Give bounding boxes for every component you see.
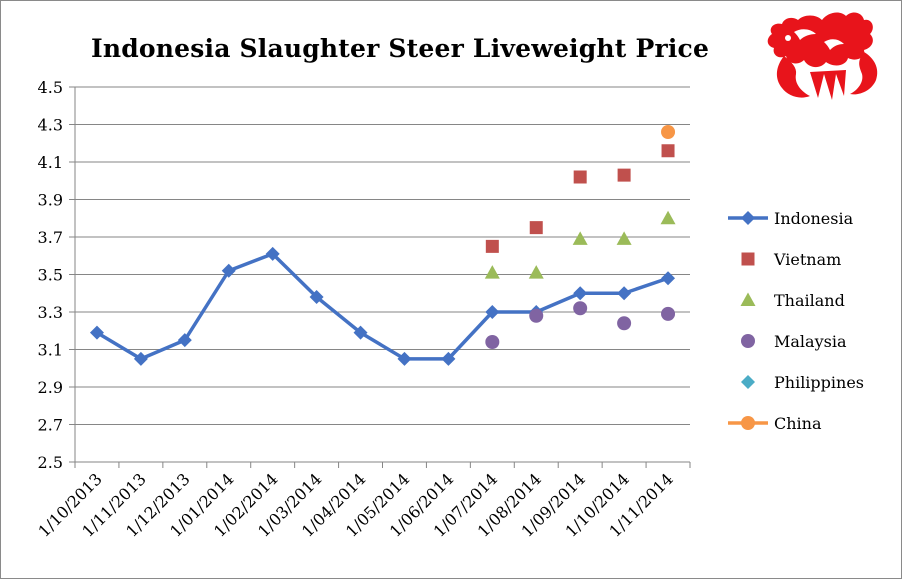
data-point: [309, 290, 324, 304]
y-tick-label: 4.1: [38, 153, 63, 172]
data-point: [660, 210, 676, 225]
y-tick-label: 4.5: [38, 78, 63, 97]
series-group: [89, 125, 676, 366]
series-line: [96, 252, 669, 361]
data-point: [485, 335, 500, 349]
axes: [69, 86, 691, 468]
legend-item-china: China: [728, 414, 822, 433]
chart-title: Indonesia Slaughter Steer Liveweight Pri…: [90, 34, 710, 63]
data-point: [133, 351, 148, 366]
legend-item-indonesia: Indonesia: [728, 209, 854, 228]
legend-marker: [741, 252, 755, 266]
data-point: [221, 263, 236, 278]
data-point: [573, 286, 588, 301]
legend-label: Vietnam: [773, 250, 841, 269]
data-point: [617, 168, 631, 182]
y-tick-label: 2.9: [38, 378, 63, 397]
series-indonesia: [89, 246, 676, 366]
series-thailand: [484, 210, 676, 279]
legend-marker: [740, 292, 756, 306]
y-tick-label: 3.3: [38, 303, 63, 322]
legend-marker: [741, 375, 755, 389]
data-point: [397, 351, 412, 366]
y-tick-label: 3.5: [38, 266, 63, 285]
legend-item-philippines: Philippines: [741, 373, 864, 392]
data-point: [529, 308, 544, 323]
legend-marker: [741, 416, 755, 430]
y-tick-labels: 2.5 2.7 2.9 3.1 3.3 3.5 3.7 3.9 4.1 4.3 4.5: [38, 78, 63, 472]
y-tick-label: 2.5: [38, 453, 63, 472]
data-point: [485, 305, 500, 319]
data-point: [573, 170, 587, 184]
x-tick-labels: 1/10/20131/11/20131/12/20131/01/20141/02…: [34, 469, 677, 540]
data-point: [617, 316, 632, 331]
data-point: [528, 265, 544, 279]
data-point: [661, 306, 676, 321]
y-tick-label: 2.7: [38, 416, 63, 435]
y-tick-label: 4.3: [38, 116, 63, 135]
legend-item-malaysia: Malaysia: [741, 332, 847, 351]
legend-label: Thailand: [774, 291, 845, 310]
legend-marker: [741, 211, 755, 225]
series-china: [661, 125, 676, 139]
legend-label: Malaysia: [774, 332, 847, 351]
red-dragon-icon: [767, 12, 878, 100]
data-point: [441, 351, 456, 366]
legend-item-thailand: Thailand: [740, 291, 845, 310]
data-point: [617, 286, 632, 301]
y-tick-label: 3.9: [38, 191, 63, 210]
legend-label: Philippines: [774, 373, 864, 392]
grid-lines: [75, 86, 690, 463]
legend: Indonesia Vietnam Thailand Malaysia Philippi…: [728, 209, 864, 433]
series-malaysia: [485, 301, 676, 349]
data-point: [485, 239, 499, 253]
legend-label: Indonesia: [774, 209, 854, 228]
data-point: [265, 246, 280, 261]
y-tick-label: 3.1: [38, 341, 63, 360]
data-point: [661, 271, 676, 286]
y-tick-label: 3.7: [38, 228, 63, 247]
data-point: [616, 231, 632, 245]
data-point: [572, 231, 588, 245]
data-point: [529, 221, 543, 235]
data-point: [177, 333, 192, 348]
legend-marker: [741, 334, 755, 348]
legend-item-vietnam: Vietnam: [741, 250, 841, 269]
data-point: [353, 325, 368, 340]
legend-label: China: [774, 414, 822, 433]
data-point: [573, 301, 588, 316]
data-point: [661, 144, 675, 158]
data-point: [89, 325, 104, 340]
data-point: [484, 265, 500, 279]
data-point: [661, 125, 676, 139]
series-vietnam: [485, 144, 675, 253]
